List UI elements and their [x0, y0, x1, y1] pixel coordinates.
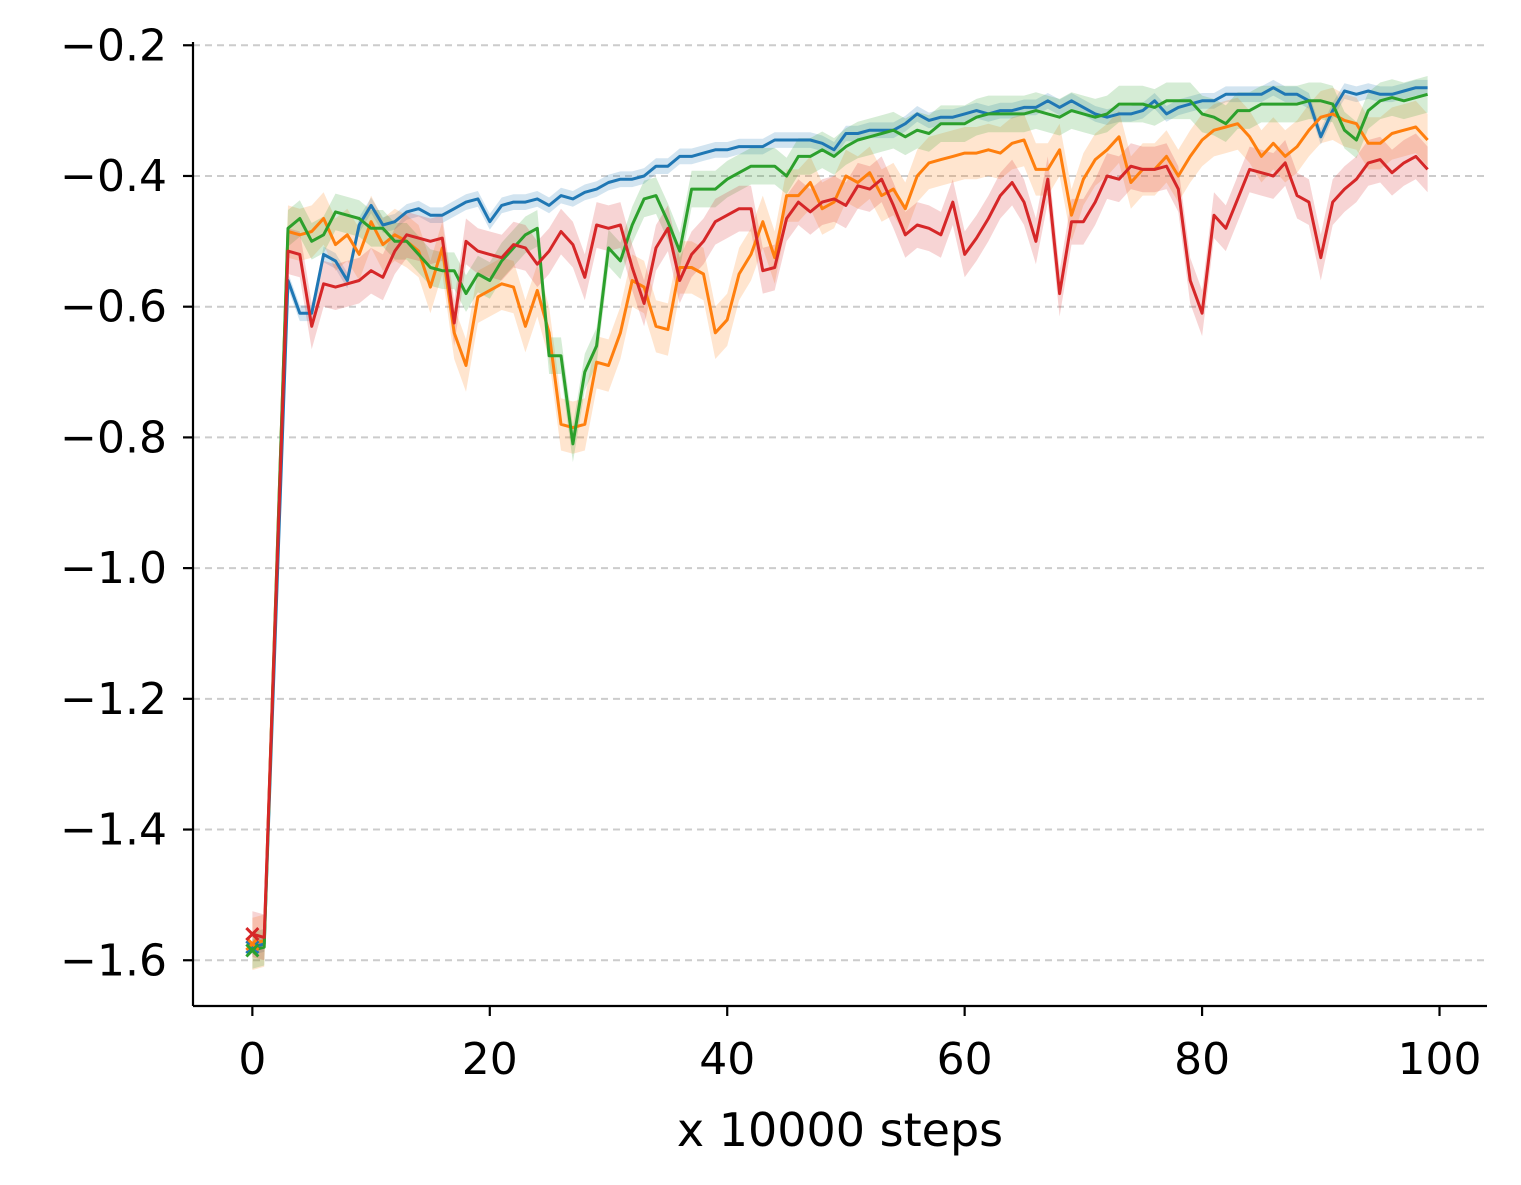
y-ticks: −1.6 −1.4 −1.2 −1.0 −0.8 −0.6 −0.4 −0.2 — [60, 20, 193, 986]
y-tick-label: −0.4 — [60, 151, 167, 202]
series-line-3 — [251, 154, 1429, 939]
y-tick-label: −1.0 — [60, 543, 167, 594]
y-tick-label: −1.6 — [60, 935, 167, 986]
series-line-1 — [251, 112, 1429, 946]
start-markers — [245, 927, 260, 958]
confidence-bands — [252, 76, 1428, 971]
x-tick-label: 0 — [238, 1034, 266, 1085]
x-ticks: 0 20 40 60 80 100 — [238, 1006, 1482, 1085]
series-band-3 — [252, 133, 1428, 961]
x-axis-title: x 10000 steps — [677, 1103, 1003, 1157]
y-tick-label: −1.4 — [60, 805, 167, 856]
series-line-2 — [252, 92, 1429, 952]
start-marker-0 — [245, 940, 260, 955]
start-marker-3 — [245, 927, 260, 942]
y-tick-label: −0.6 — [60, 282, 167, 333]
start-marker-2 — [245, 943, 260, 958]
series-line-0 — [251, 86, 1428, 949]
axes — [191, 42, 1487, 1008]
y-tick-label: −1.2 — [60, 674, 167, 725]
x-tick-label: 20 — [462, 1034, 518, 1085]
y-tick-label: −0.2 — [60, 20, 167, 71]
x-tick-label: 100 — [1398, 1034, 1482, 1085]
x-tick-label: 60 — [937, 1034, 993, 1085]
x-tick-label: 40 — [699, 1034, 755, 1085]
x-tick-label: 80 — [1174, 1034, 1230, 1085]
y-tick-label: −0.8 — [60, 412, 167, 463]
series-lines — [251, 86, 1429, 952]
